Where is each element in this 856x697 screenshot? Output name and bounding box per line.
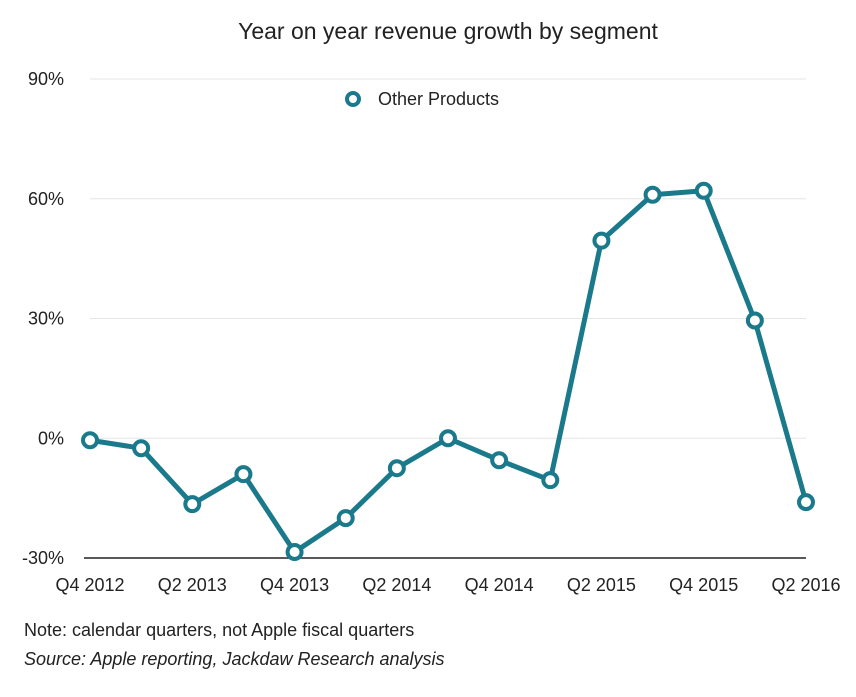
- footnote-source: Source: Apple reporting, Jackdaw Researc…: [24, 649, 445, 669]
- x-tick-label: Q4 2014: [465, 575, 534, 595]
- data-point: [592, 231, 611, 250]
- data-point: [694, 181, 713, 200]
- legend-marker-icon: [345, 91, 361, 107]
- data-point: [234, 465, 253, 484]
- x-tick-label: Q4 2015: [669, 575, 738, 595]
- gridlines: [90, 78, 806, 439]
- x-tick-label: Q2 2015: [567, 575, 636, 595]
- data-point: [541, 471, 560, 490]
- y-tick-label: 0%: [38, 428, 64, 448]
- data-point: [797, 493, 815, 512]
- x-tick-label: Q2 2016: [771, 575, 840, 595]
- x-tick-label: Q4 2012: [55, 575, 124, 595]
- data-point: [81, 431, 99, 450]
- data-point: [643, 185, 662, 204]
- data-point: [336, 509, 355, 528]
- data-point: [285, 543, 304, 562]
- data-point: [183, 495, 202, 514]
- y-tick-label: 90%: [28, 69, 64, 89]
- data-point: [490, 451, 509, 470]
- x-tick-label: Q2 2014: [362, 575, 431, 595]
- footnote-note: Note: calendar quarters, not Apple fisca…: [24, 620, 415, 640]
- data-point: [745, 311, 764, 330]
- legend-label-other-products: Other Products: [378, 89, 499, 109]
- legend: Other Products: [345, 89, 499, 109]
- y-tick-label: -30%: [22, 548, 64, 568]
- y-tick-label: 30%: [28, 309, 64, 329]
- x-axis-ticks: Q4 2012 Q2 2013 Q4 2013 Q2 2014 Q4 2014 Q2 20…: [55, 575, 840, 595]
- data-point: [387, 459, 406, 478]
- series-other-products: [81, 181, 815, 562]
- y-axis-ticks: 90% 60% 30% 0% -30%: [22, 69, 64, 568]
- data-point: [439, 429, 457, 448]
- chart-title: Year on year revenue growth by segment: [238, 18, 658, 44]
- x-tick-label: Q4 2013: [260, 575, 329, 595]
- x-tick-label: Q2 2013: [158, 575, 227, 595]
- y-tick-label: 60%: [28, 189, 64, 209]
- data-point: [132, 439, 151, 458]
